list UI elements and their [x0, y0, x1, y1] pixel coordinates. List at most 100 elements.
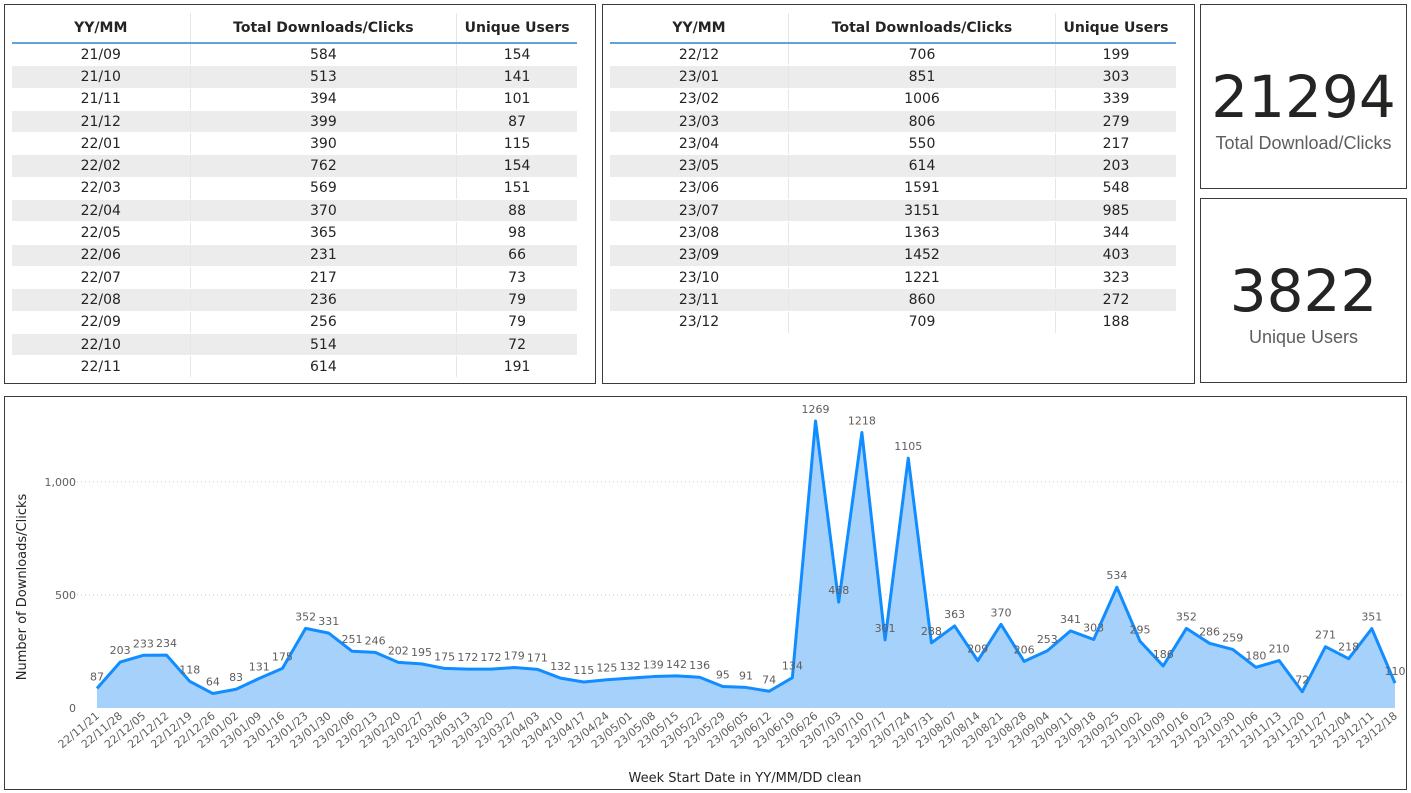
cell-unique-users: 154	[456, 154, 577, 178]
data-label: 72	[1295, 674, 1309, 687]
cell-yymm: 22/12	[610, 43, 789, 67]
table-row[interactable]: 23/07 3151 985	[610, 199, 1176, 223]
cell-yymm: 21/11	[12, 88, 191, 111]
cell-unique-users: 101	[456, 88, 577, 111]
data-label: 91	[739, 669, 753, 682]
cell-yymm: 23/06	[610, 177, 789, 201]
table-row[interactable]: 22/10 514 72	[12, 333, 577, 357]
table-row[interactable]: 23/02 1006 339	[610, 88, 1176, 111]
cell-total-downloads: 569	[189, 177, 457, 201]
table-row[interactable]: 22/04 370 88	[12, 199, 577, 223]
y-tick-label: 500	[55, 589, 76, 602]
cell-yymm: 23/12	[610, 311, 789, 334]
cell-total-downloads: 390	[189, 132, 457, 156]
cell-total-downloads: 399	[189, 110, 457, 134]
cell-yymm: 22/03	[12, 177, 191, 201]
table-row[interactable]: 22/08 236 79	[12, 288, 577, 312]
y-tick-label: 1,000	[45, 476, 77, 489]
cell-yymm: 22/06	[12, 244, 191, 267]
data-label: 125	[596, 662, 617, 675]
table-row[interactable]: 23/10 1221 323	[610, 266, 1176, 290]
data-label: 83	[229, 671, 243, 684]
cell-yymm: 23/08	[610, 221, 789, 245]
data-label: 271	[1315, 629, 1336, 642]
data-label: 179	[504, 650, 525, 663]
table-row[interactable]: 23/11 860 272	[610, 288, 1176, 312]
table-row[interactable]: 22/06 231 66	[12, 244, 577, 267]
total-downloads-card: 21294 Total Download/Clicks	[1200, 4, 1407, 189]
data-label: 209	[967, 643, 988, 656]
card-label: Total Download/Clicks	[1215, 133, 1392, 153]
table-row[interactable]: 22/09 256 79	[12, 311, 577, 334]
data-label: 352	[1176, 610, 1197, 623]
cell-unique-users: 403	[1055, 244, 1176, 267]
cell-total-downloads: 236	[189, 288, 457, 312]
cell-unique-users: 203	[1055, 154, 1176, 178]
cell-yymm: 22/09	[12, 311, 191, 334]
cell-yymm: 22/08	[12, 288, 191, 312]
cell-total-downloads: 1591	[788, 177, 1056, 201]
data-label: 171	[527, 651, 548, 664]
cell-yymm: 21/09	[12, 43, 191, 67]
table-row[interactable]: 22/03 569 151	[12, 177, 577, 201]
cell-unique-users: 339	[1055, 88, 1176, 111]
column-header-unique-users[interactable]: Unique Users	[1055, 13, 1176, 44]
table-row[interactable]: 21/11 394 101	[12, 88, 577, 111]
table-row[interactable]: 23/04 550 217	[610, 132, 1176, 156]
column-header-total-downloads[interactable]: Total Downloads/Clicks	[788, 13, 1056, 44]
cell-total-downloads: 370	[189, 199, 457, 223]
data-label: 132	[550, 660, 571, 673]
table-row[interactable]: 22/07 217 73	[12, 266, 577, 290]
cell-total-downloads: 584	[189, 43, 457, 67]
cell-yymm: 23/07	[610, 199, 789, 223]
cell-total-downloads: 706	[788, 43, 1056, 67]
column-header-unique-users[interactable]: Unique Users	[456, 13, 577, 44]
table-row[interactable]: 23/01 851 303	[610, 65, 1176, 89]
column-header-total-downloads[interactable]: Total Downloads/Clicks	[189, 13, 457, 44]
monthly-table-2: YY/MM Total Downloads/Clicks Unique User…	[602, 4, 1195, 384]
table-row[interactable]: 23/12 709 188	[610, 311, 1176, 334]
data-label: 288	[921, 625, 942, 638]
cell-unique-users: 344	[1055, 221, 1176, 245]
data-label: 142	[666, 658, 687, 671]
data-label: 134	[782, 660, 803, 673]
table-row[interactable]: 23/06 1591 548	[610, 177, 1176, 201]
table-row[interactable]: 21/10 513 141	[12, 65, 577, 89]
data-label: 233	[133, 637, 154, 650]
table-row[interactable]: 21/09 584 154	[12, 43, 577, 67]
cell-unique-users: 303	[1055, 65, 1176, 89]
table-row[interactable]: 23/03 806 279	[610, 110, 1176, 134]
data-label: 175	[434, 650, 455, 663]
column-header-yymm[interactable]: YY/MM	[12, 13, 191, 44]
cell-total-downloads: 1006	[788, 88, 1056, 111]
table-row[interactable]: 22/12 706 199	[610, 43, 1176, 67]
data-label: 331	[318, 615, 339, 628]
table-row[interactable]: 23/09 1452 403	[610, 244, 1176, 267]
table-row[interactable]: 22/01 390 115	[12, 132, 577, 156]
cell-yymm: 22/11	[12, 355, 191, 379]
table-row[interactable]: 22/02 762 154	[12, 154, 577, 178]
cell-unique-users: 66	[456, 244, 577, 267]
data-table: YY/MM Total Downloads/Clicks Unique User…	[610, 13, 1176, 334]
cell-total-downloads: 860	[788, 288, 1056, 312]
data-label: 468	[828, 584, 849, 597]
data-label: 115	[573, 664, 594, 677]
cell-yymm: 23/03	[610, 110, 789, 134]
table-row[interactable]: 23/05 614 203	[610, 154, 1176, 178]
data-label: 351	[1361, 611, 1382, 624]
cell-total-downloads: 1221	[788, 266, 1056, 290]
cell-unique-users: 151	[456, 177, 577, 201]
table-row[interactable]: 23/08 1363 344	[610, 221, 1176, 245]
data-label: 1218	[848, 415, 876, 428]
column-header-yymm[interactable]: YY/MM	[610, 13, 789, 44]
data-label: 251	[341, 633, 362, 646]
cell-yymm: 23/04	[610, 132, 789, 156]
cell-yymm: 22/04	[12, 199, 191, 223]
table-row[interactable]: 21/12 399 87	[12, 110, 577, 134]
cell-total-downloads: 762	[189, 154, 457, 178]
cell-unique-users: 115	[456, 132, 577, 156]
table-row[interactable]: 22/11 614 191	[12, 355, 577, 379]
table-row[interactable]: 22/05 365 98	[12, 221, 577, 245]
data-label: 210	[1269, 643, 1290, 656]
